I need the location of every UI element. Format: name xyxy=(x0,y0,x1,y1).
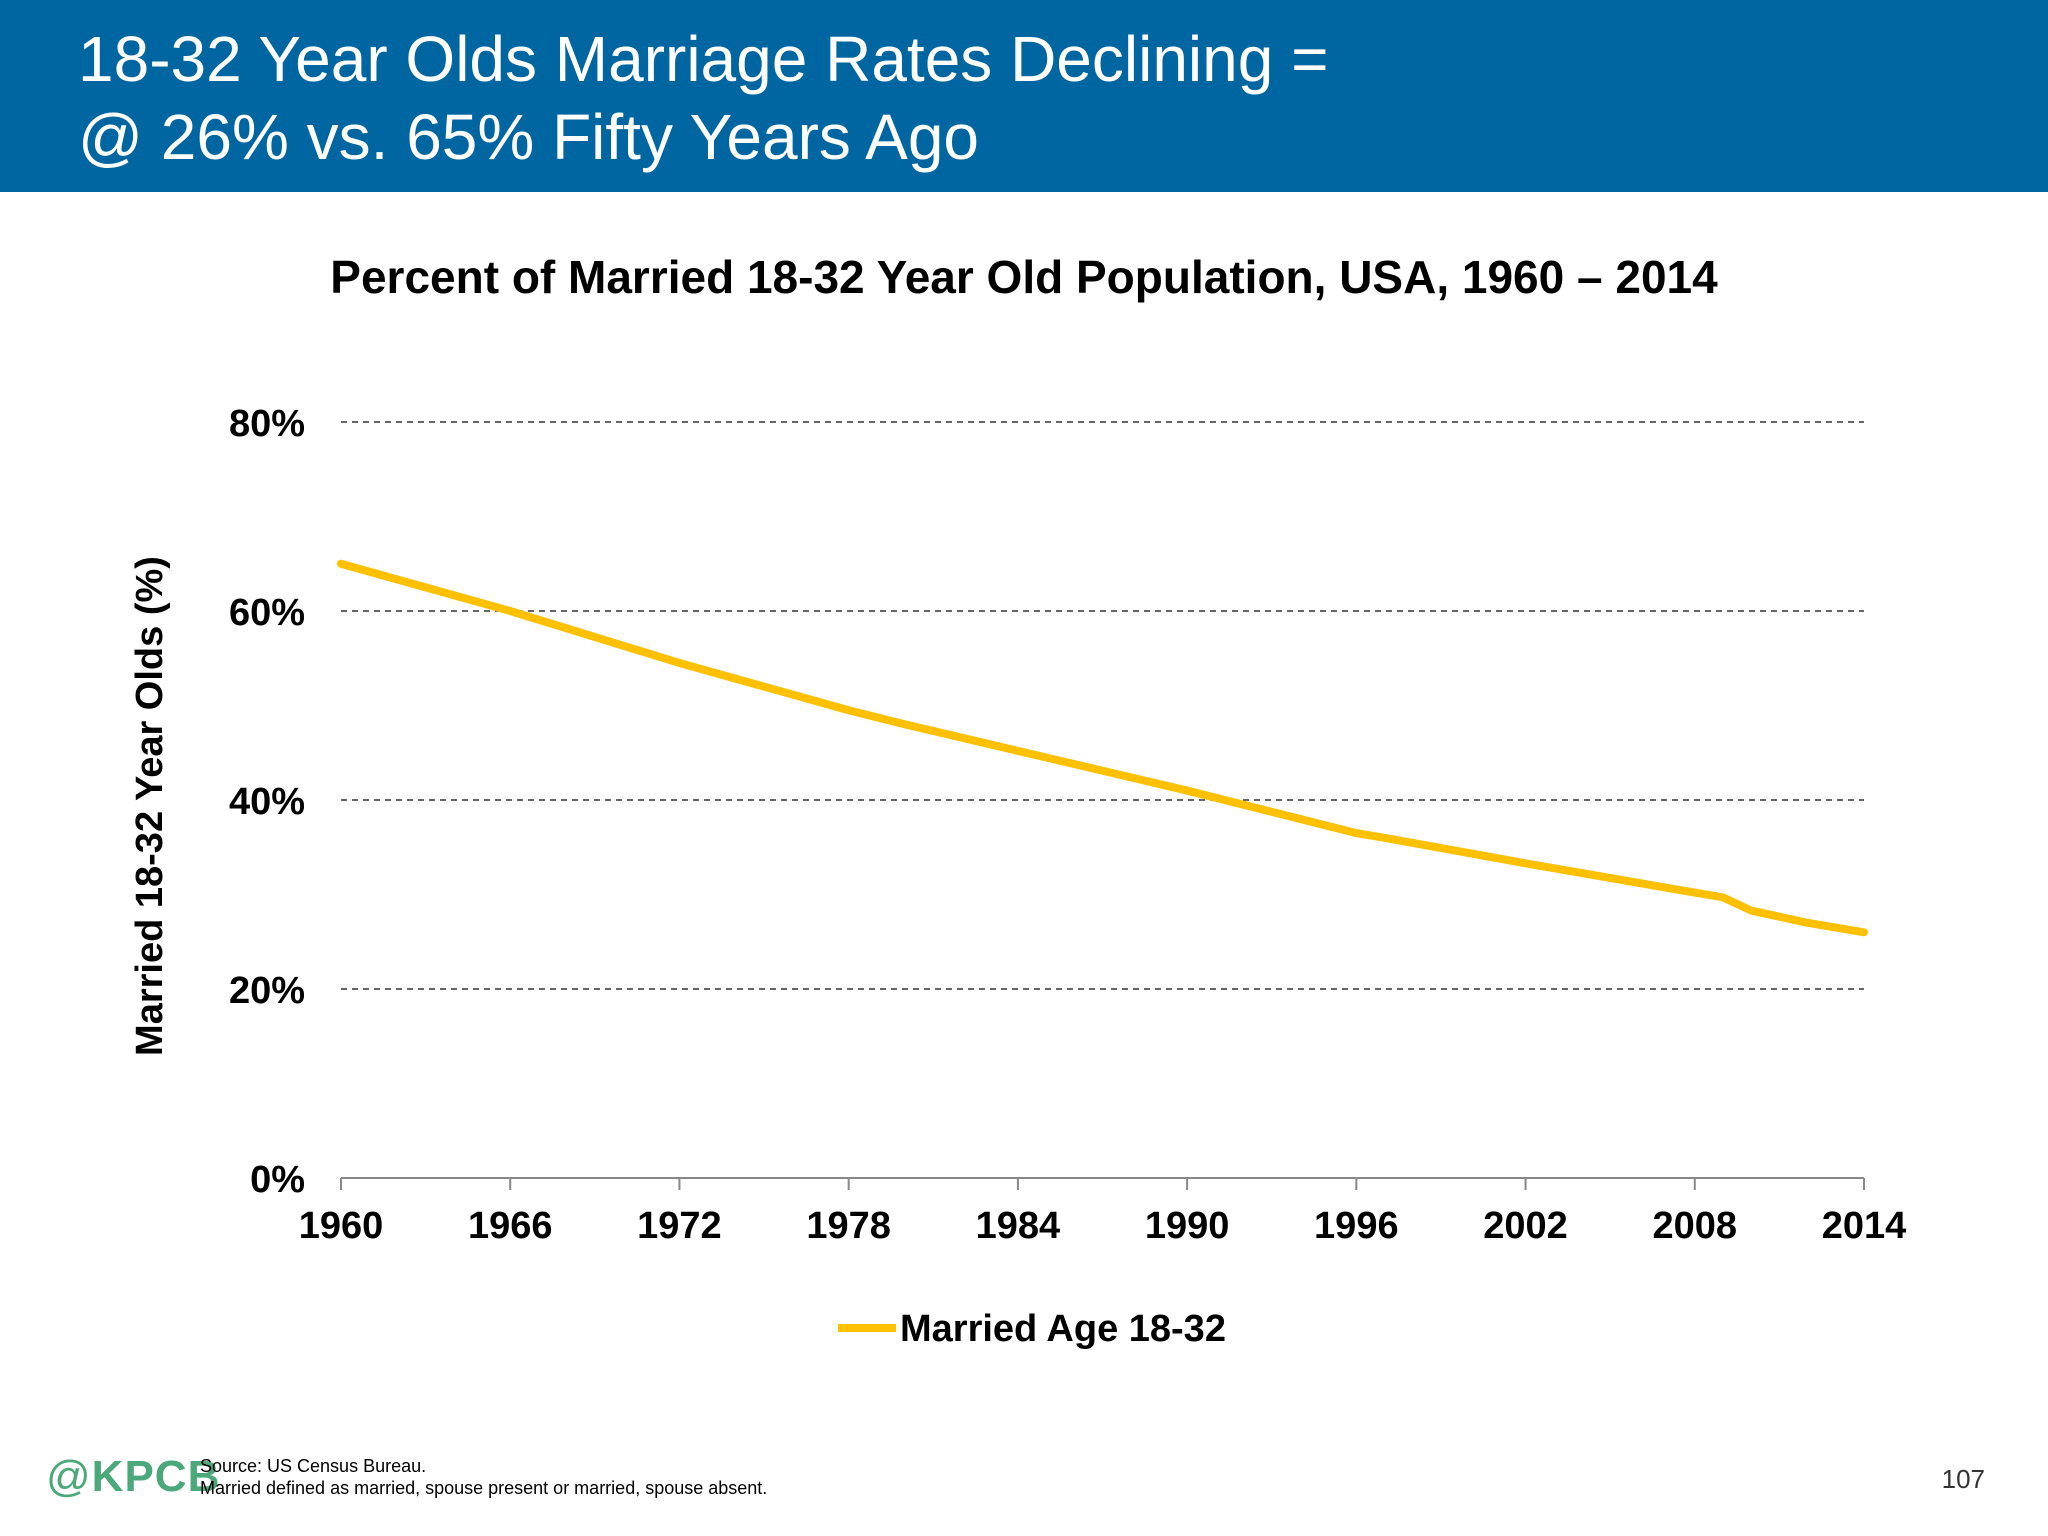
legend-label: Married Age 18-32 xyxy=(900,1308,1226,1350)
y-tick-label: 80% xyxy=(229,403,305,445)
source-note: Source: US Census Bureau. Married define… xyxy=(200,1455,767,1499)
header-bar: 18-32 Year Olds Marriage Rates Declining… xyxy=(0,0,2048,192)
line-chart: 0% 20% 40% 60% 80% 1960 1966 1972 1978 1984 1990 19… xyxy=(129,403,1907,1350)
x-tick-label: 2002 xyxy=(1483,1205,1568,1247)
x-tick-label: 1960 xyxy=(299,1205,384,1247)
x-tick-label: 1972 xyxy=(637,1205,722,1247)
x-tick-label: 1996 xyxy=(1314,1205,1399,1247)
logo-text: KPCB xyxy=(91,1452,221,1501)
x-tick-label: 2014 xyxy=(1822,1205,1907,1247)
chart-title: Percent of Married 18-32 Year Old Popula… xyxy=(330,251,1718,303)
y-tick-label: 40% xyxy=(229,781,305,823)
x-tick-label: 1990 xyxy=(1145,1205,1230,1247)
y-tick-label: 0% xyxy=(250,1159,305,1201)
slide-title-line-1: 18-32 Year Olds Marriage Rates Declining… xyxy=(78,23,1329,95)
series-line-married-age-18-32 xyxy=(337,559,1868,937)
x-tick-label: 1984 xyxy=(976,1205,1061,1247)
source-line-2: Married defined as married, spouse prese… xyxy=(200,1478,768,1498)
y-axis-label: Married 18-32 Year Olds (%) xyxy=(129,556,171,1056)
y-tick-label: 60% xyxy=(229,592,305,634)
logo-at: @ xyxy=(46,1452,92,1501)
y-tick-label: 20% xyxy=(229,970,305,1012)
page-number: 107 xyxy=(1941,1464,1985,1494)
slide-title-line-2: @ 26% vs. 65% Fifty Years Ago xyxy=(78,101,979,173)
kpcb-logo: @KPCB xyxy=(46,1452,220,1502)
slide-title: 18-32 Year Olds Marriage Rates Declining… xyxy=(78,20,1328,176)
x-tick-label: 2008 xyxy=(1653,1205,1738,1247)
x-tick-label: 1966 xyxy=(468,1205,553,1247)
source-line-1: Source: US Census Bureau. xyxy=(200,1456,427,1476)
x-tick-label: 1978 xyxy=(806,1205,891,1247)
